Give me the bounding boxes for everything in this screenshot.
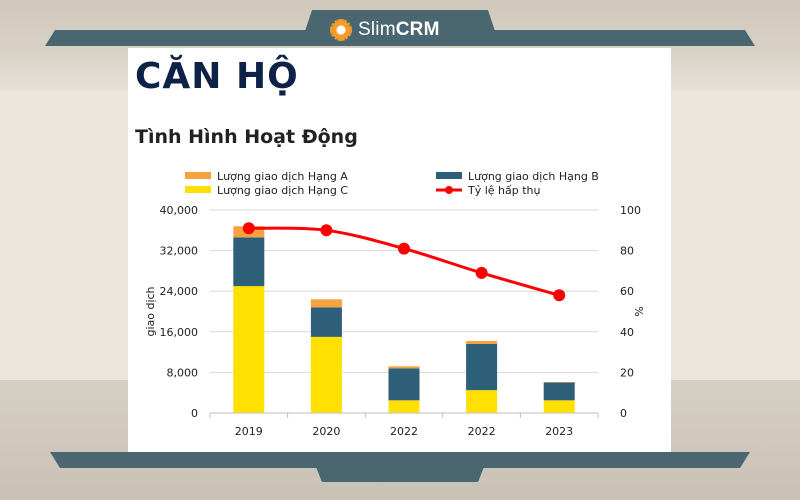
bar-segment xyxy=(543,382,575,401)
absorption-line xyxy=(242,222,566,302)
bar-segment xyxy=(543,382,575,383)
y-tick-label: 8,000 xyxy=(167,366,199,379)
footer-tab xyxy=(310,452,490,482)
chart-title: Tình Hình Hoạt Động xyxy=(135,126,358,148)
y2-tick-label: 60 xyxy=(620,285,634,298)
bar-segment xyxy=(310,299,342,308)
line-point xyxy=(398,242,410,255)
y-tick-label: 0 xyxy=(191,407,198,420)
legend-swatch xyxy=(185,186,211,193)
y2-axis-label: % xyxy=(632,306,645,316)
bars xyxy=(233,226,575,413)
gear-logo-icon xyxy=(330,19,352,41)
legend-label: Tỷ lệ hấp thụ xyxy=(467,184,541,197)
x-tick-label: 2022 xyxy=(390,425,418,438)
bar-segment xyxy=(543,400,575,413)
y-tick-label: 24,000 xyxy=(160,285,199,298)
line-series xyxy=(248,226,560,297)
bar-segment xyxy=(466,390,498,413)
legend-marker xyxy=(445,186,453,194)
legend: Lượng giao dịch Hạng A Lượng giao dịch Hạ… xyxy=(185,170,599,197)
bar-segment xyxy=(310,307,342,337)
line-point xyxy=(242,222,255,235)
brand-logo: SlimCRM xyxy=(330,16,440,44)
bar-segment xyxy=(233,286,265,413)
axes: 0 8,000 16,000 24,000 32,000 40,000 0 20 40 60 80 1… xyxy=(144,204,645,438)
page-title: CĂN HỘ xyxy=(135,56,299,97)
bar-segment xyxy=(233,237,265,287)
line-point xyxy=(475,266,488,279)
brand-name: SlimCRM xyxy=(358,19,440,40)
x-tick-label: 2020 xyxy=(312,425,340,438)
bar-segment xyxy=(466,340,498,344)
line-point xyxy=(553,289,566,302)
y2-tick-label: 100 xyxy=(620,204,641,217)
line-point xyxy=(320,224,333,237)
legend-label: Lượng giao dịch Hạng C xyxy=(217,184,348,197)
y-tick-label: 40,000 xyxy=(160,204,199,217)
legend-swatch xyxy=(185,172,211,179)
bar-segment xyxy=(388,400,420,413)
y-tick-label: 16,000 xyxy=(160,326,199,339)
y2-tick-label: 0 xyxy=(620,407,627,420)
y-tick-label: 32,000 xyxy=(160,245,199,258)
bar-segment xyxy=(310,336,342,413)
x-tick-label: 2023 xyxy=(545,425,573,438)
chart: Lượng giao dịch Hạng A Lượng giao dịch Hạ… xyxy=(144,170,645,438)
bar-segment xyxy=(388,368,420,401)
content-card: CĂN HỘ Tình Hình Hoạt Động Lượng giao dị… xyxy=(128,48,671,452)
y-axis-label: giao dịch xyxy=(144,286,157,336)
legend-swatch xyxy=(436,172,462,179)
x-tick-label: 2022 xyxy=(468,425,496,438)
y2-tick-label: 20 xyxy=(620,366,634,379)
x-tick-label: 2019 xyxy=(235,425,263,438)
legend-label: Lượng giao dịch Hạng B xyxy=(468,170,599,183)
bar-segment xyxy=(466,343,498,391)
legend-label: Lượng giao dịch Hạng A xyxy=(217,170,348,183)
bar-segment xyxy=(388,366,420,369)
y2-tick-label: 80 xyxy=(620,245,634,258)
y2-tick-label: 40 xyxy=(620,326,634,339)
